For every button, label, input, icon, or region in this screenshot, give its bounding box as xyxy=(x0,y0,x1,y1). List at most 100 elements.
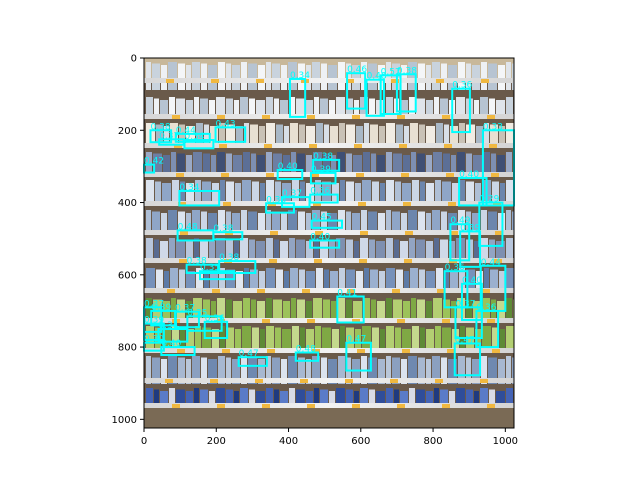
price-tag xyxy=(405,231,413,235)
detection-rect xyxy=(157,327,189,343)
product-item xyxy=(466,269,475,292)
product-item xyxy=(426,65,431,90)
product-item xyxy=(323,153,330,174)
product-item xyxy=(266,152,272,174)
product-item xyxy=(243,152,250,174)
product-item xyxy=(433,152,442,174)
y-tick-label: 0 xyxy=(131,54,137,65)
product-item xyxy=(346,63,351,90)
x-tick-label: 400 xyxy=(279,436,298,447)
product-item xyxy=(240,97,248,118)
product-item xyxy=(203,299,210,320)
detection-score: 0.37 xyxy=(159,131,179,141)
product-item xyxy=(313,298,322,320)
product-item xyxy=(409,97,415,118)
product-item xyxy=(340,326,345,352)
shelf-edge xyxy=(144,378,514,383)
detection-rect xyxy=(178,189,221,207)
product-item xyxy=(402,329,411,352)
price-tag xyxy=(487,115,495,119)
product-item xyxy=(496,100,505,118)
product-item xyxy=(324,269,329,292)
product-item xyxy=(426,271,435,292)
product-item xyxy=(177,299,185,320)
detection-box: 0.40 xyxy=(460,276,483,321)
product-item xyxy=(488,211,497,232)
product-item xyxy=(356,126,363,146)
product-item xyxy=(236,126,243,146)
product-item xyxy=(186,100,193,118)
product-item xyxy=(160,391,168,406)
price-tag xyxy=(442,115,450,119)
product-item xyxy=(460,180,465,203)
product-item xyxy=(496,241,505,262)
product-item xyxy=(483,152,490,174)
product-item xyxy=(435,326,441,352)
product-item xyxy=(401,213,407,232)
product-item xyxy=(266,210,271,232)
product-item xyxy=(346,211,351,232)
product-item xyxy=(380,329,385,352)
product-item xyxy=(306,65,311,90)
product-item xyxy=(506,388,513,406)
price-tag xyxy=(442,404,450,408)
product-item xyxy=(444,124,449,146)
detection-score: 0.39 xyxy=(311,165,331,175)
product-item xyxy=(371,153,376,174)
product-item xyxy=(234,100,239,118)
product-item xyxy=(172,326,179,352)
product-item xyxy=(377,301,385,320)
product-item xyxy=(276,124,283,146)
product-item xyxy=(490,269,498,292)
product-item xyxy=(346,327,354,352)
product-item xyxy=(336,97,345,118)
price-tag xyxy=(307,319,315,323)
product-item xyxy=(291,152,296,174)
product-item xyxy=(178,357,185,384)
product-item xyxy=(296,239,305,262)
price-tag xyxy=(267,349,275,353)
product-item xyxy=(418,357,425,384)
product-item xyxy=(292,180,299,203)
product-item xyxy=(219,123,225,146)
product-item xyxy=(161,65,167,90)
y-tick-label: 1000 xyxy=(112,415,137,426)
product-item xyxy=(483,298,490,320)
product-item xyxy=(336,238,345,262)
detection-score: 0.30 xyxy=(144,335,164,345)
detection-box: 0.37 xyxy=(454,299,483,340)
price-tag xyxy=(401,173,409,177)
price-tag xyxy=(404,259,412,263)
product-item xyxy=(274,389,279,406)
product-item xyxy=(179,269,185,292)
detection-box: 0.38 xyxy=(218,253,257,274)
product-item xyxy=(436,268,443,292)
product-item xyxy=(321,63,327,90)
product-item xyxy=(498,359,505,384)
detection-score: 0.44 xyxy=(176,126,196,136)
product-item xyxy=(266,356,271,384)
product-item xyxy=(371,299,376,320)
product-item xyxy=(283,155,290,174)
price-tag xyxy=(262,319,270,323)
product-item xyxy=(212,183,219,203)
detection-box: 0.34 xyxy=(178,183,221,207)
product-item xyxy=(480,97,488,118)
product-item xyxy=(306,391,313,406)
product-item xyxy=(452,329,459,352)
detection-score: 0.37 xyxy=(144,299,164,309)
product-item xyxy=(169,97,175,118)
detection-box: 0.34 xyxy=(288,71,310,118)
product-item xyxy=(313,152,322,174)
product-item xyxy=(412,326,419,352)
product-item xyxy=(226,389,233,406)
product-item xyxy=(434,238,439,262)
price-tag xyxy=(442,319,450,323)
product-item xyxy=(376,241,385,262)
detection-score: 0.46 xyxy=(347,65,367,75)
product-item xyxy=(336,388,345,406)
product-item xyxy=(409,388,415,406)
detection-score: 0.48 xyxy=(367,72,387,82)
detection-score: 0.49 xyxy=(450,216,470,226)
product-item xyxy=(176,98,185,118)
